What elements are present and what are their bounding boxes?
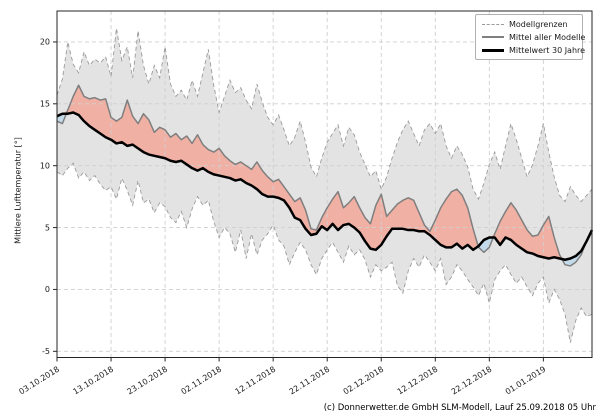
y-tick-label: 20 xyxy=(40,38,50,47)
copyright-footer: (c) Donnerwetter.de GmbH SLM-Modell, Lau… xyxy=(323,403,596,413)
mean-30y-line xyxy=(56,111,594,261)
x-tick-label: 02.12.2018 xyxy=(342,365,386,397)
x-tick-label: 22.12.2018 xyxy=(450,365,494,397)
x-tick-label: 03.10.2018 xyxy=(17,365,61,397)
legend: Modellgrenzen Mittel aller Modelle Mitte… xyxy=(475,14,585,60)
black-line-sample xyxy=(482,48,504,52)
legend-item-mittel-aller-modelle: Mittel aller Modelle xyxy=(482,32,585,42)
gray-line-sample xyxy=(482,36,504,38)
legend-label: Modellgrenzen xyxy=(509,19,568,29)
warmer-than-normal-fill xyxy=(57,85,592,260)
y-tick-label: 0 xyxy=(45,285,50,294)
y-tick-label: 15 xyxy=(40,100,50,109)
y-axis-label: Mittlere Lufttemperatur [°] xyxy=(13,137,23,244)
model-range-band xyxy=(57,28,592,343)
y-tick-label: -5 xyxy=(42,347,50,356)
x-tick-label: 01.01.2019 xyxy=(504,365,548,397)
model-mean-line xyxy=(56,84,593,267)
legend-label: Mittelwert 30 Jahre xyxy=(509,45,586,55)
x-tick-label: 23.10.2018 xyxy=(126,365,170,397)
x-tick-label: 13.10.2018 xyxy=(71,365,115,397)
upper-model-bound-line xyxy=(56,28,593,203)
x-tick-label: 12.11.2018 xyxy=(234,365,278,397)
legend-item-modellgrenzen: Modellgrenzen xyxy=(482,19,576,29)
x-tick-label: 02.11.2018 xyxy=(180,365,224,397)
y-tick-label: 5 xyxy=(45,223,50,232)
legend-item-mittelwert-30-jahre: Mittelwert 30 Jahre xyxy=(482,45,585,55)
plot-border xyxy=(56,10,593,358)
x-tick-label: 12.12.2018 xyxy=(396,365,440,397)
dashed-line-sample xyxy=(482,23,504,25)
lower-model-bound-line xyxy=(56,162,593,343)
x-tick-label: 22.11.2018 xyxy=(288,365,332,397)
y-tick-label: 10 xyxy=(40,161,50,170)
legend-label: Mittel aller Modelle xyxy=(509,32,586,42)
